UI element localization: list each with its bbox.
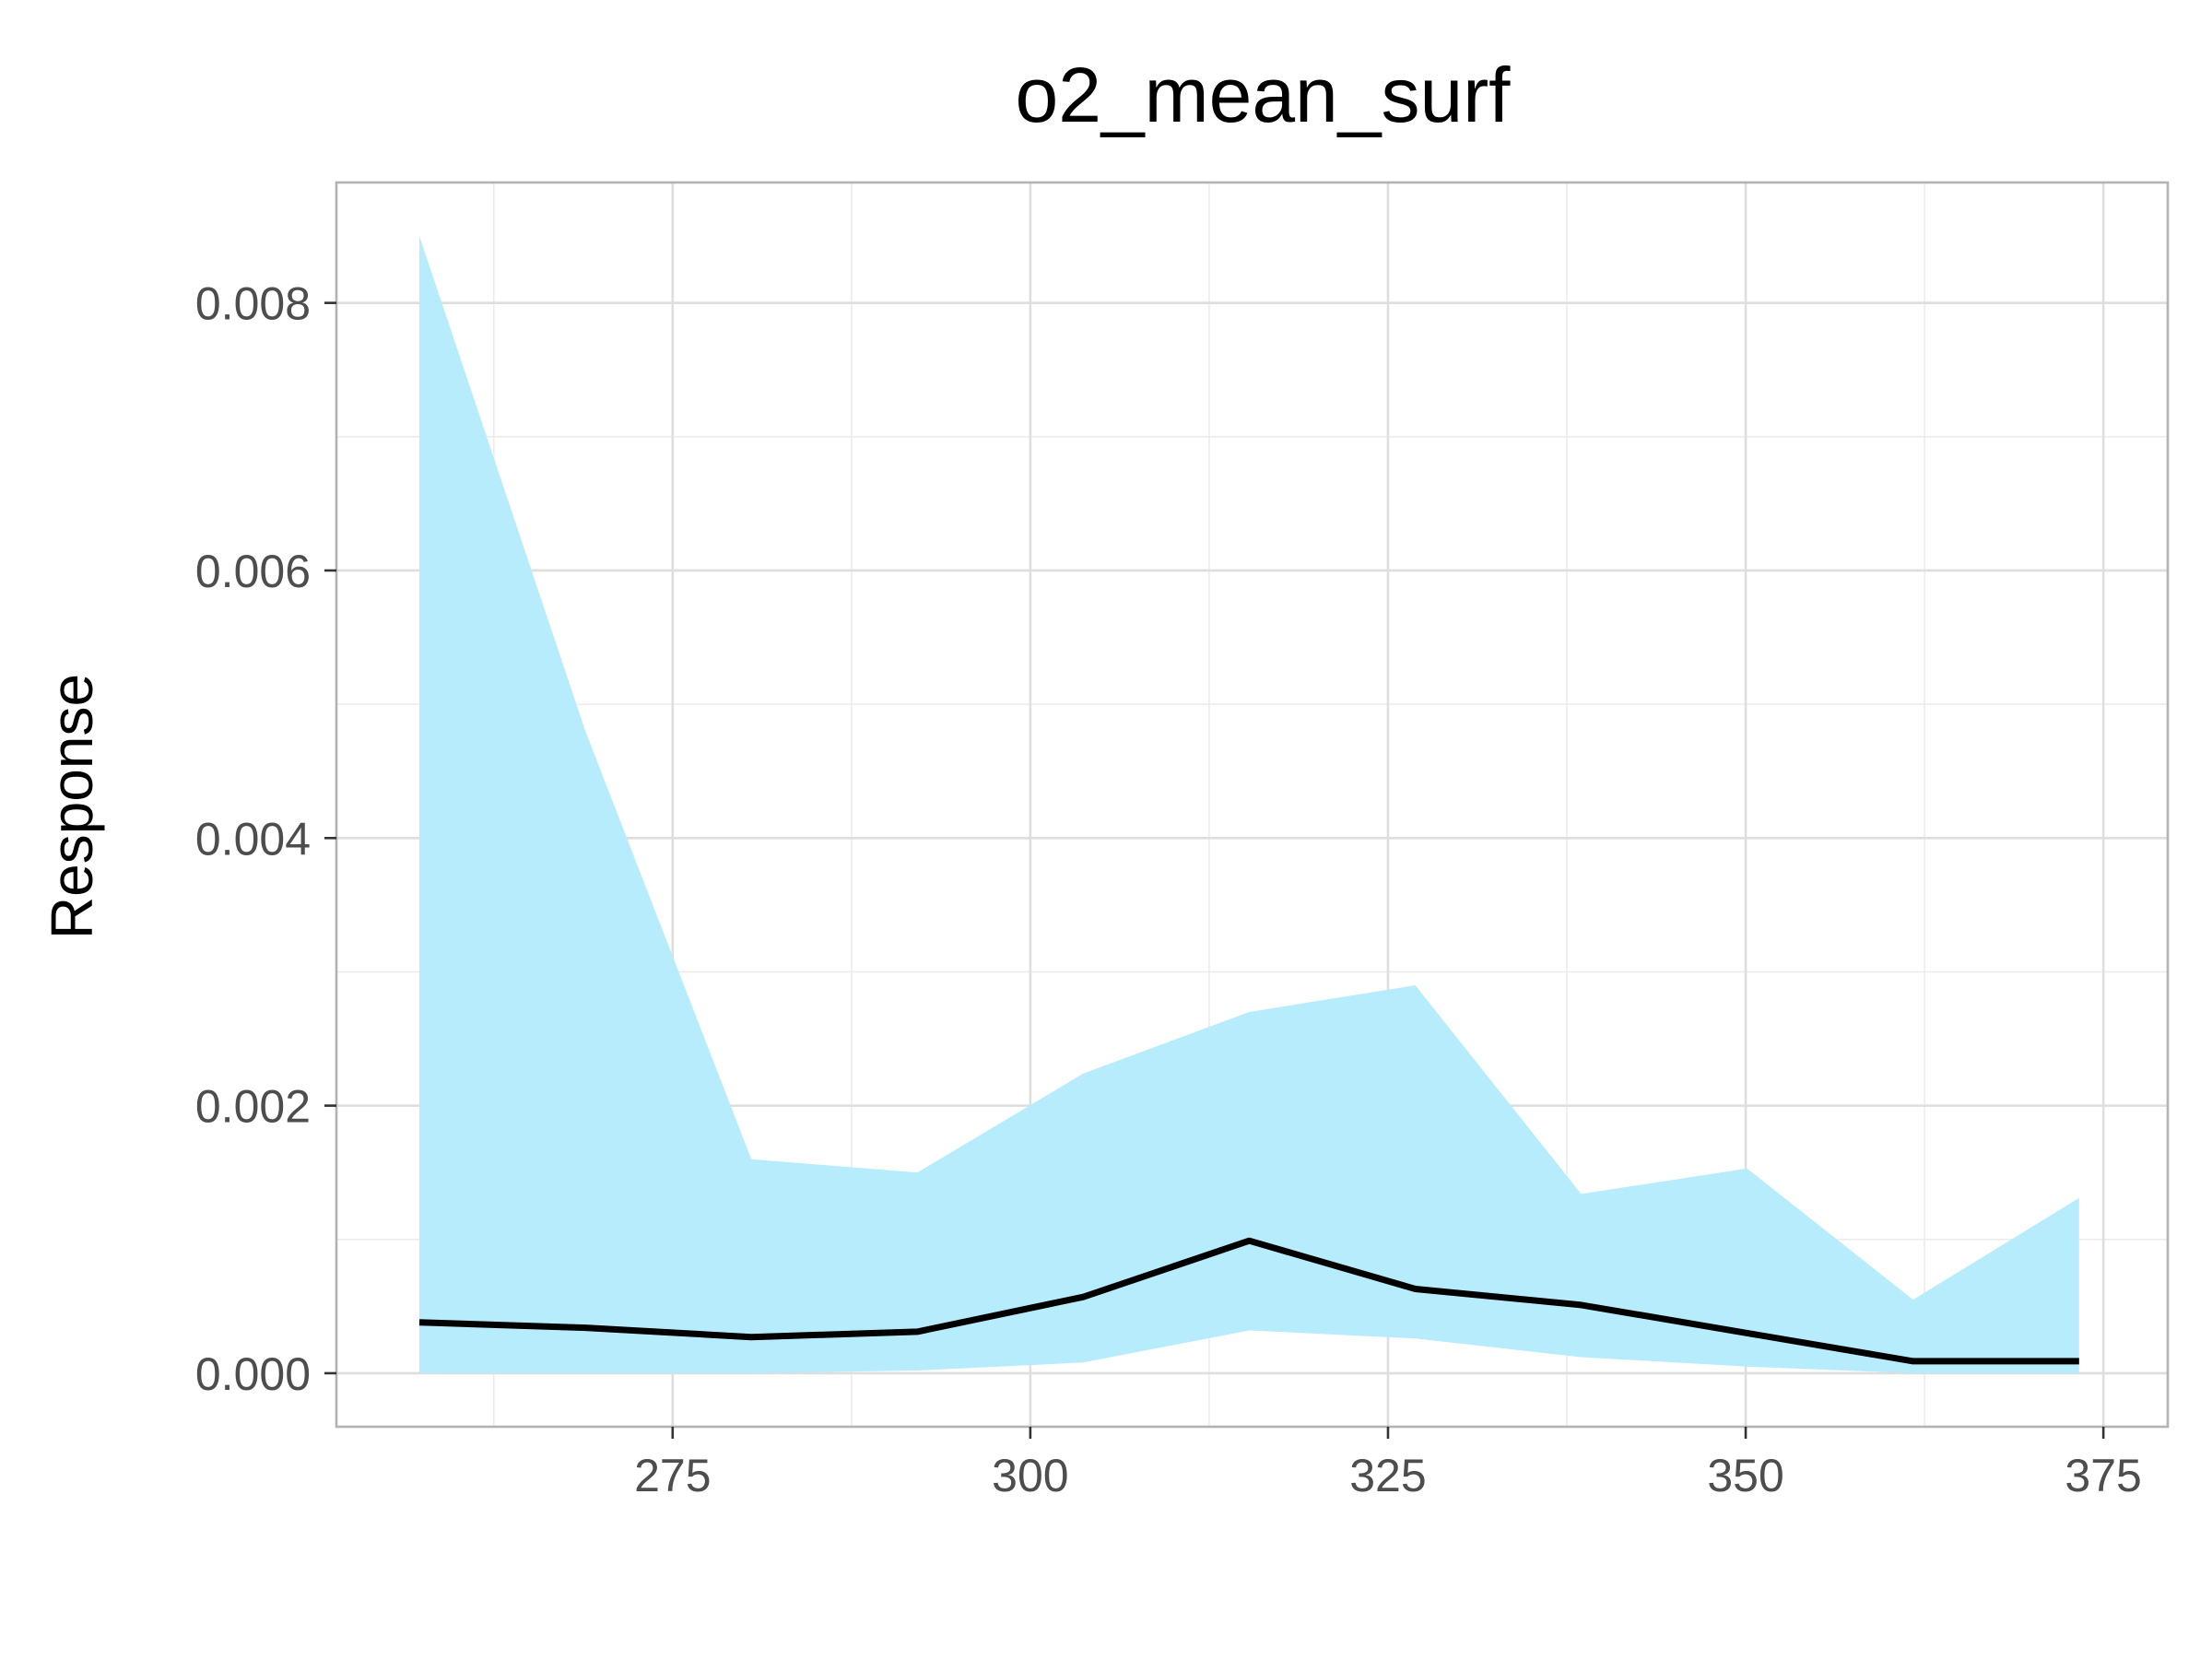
panel-border <box>335 181 2170 1429</box>
y-tick-label: 0.006 <box>195 546 311 597</box>
x-tick-label: 300 <box>992 1450 1068 1501</box>
mean-response-line <box>418 1237 2079 1365</box>
x-tick-label: 275 <box>634 1450 711 1501</box>
x-tick-label: 350 <box>1707 1450 1783 1501</box>
plot-panel: 0.000 0.002 0.004 0.006 0.008 275 300 325 350 375 <box>195 181 2170 1501</box>
y-tick-label: 0.000 <box>195 1348 311 1400</box>
y-tick-label: 0.004 <box>195 813 311 865</box>
y-tick-label: 0.002 <box>195 1081 311 1133</box>
chart-title: o2_mean_surf <box>1015 52 1511 138</box>
y-tick-label: 0.008 <box>195 278 311 330</box>
x-tick-label: 325 <box>1349 1450 1426 1501</box>
x-tick-label: 375 <box>2065 1450 2141 1501</box>
y-axis-label: Response <box>39 674 105 939</box>
confidence-band <box>419 236 2079 1373</box>
